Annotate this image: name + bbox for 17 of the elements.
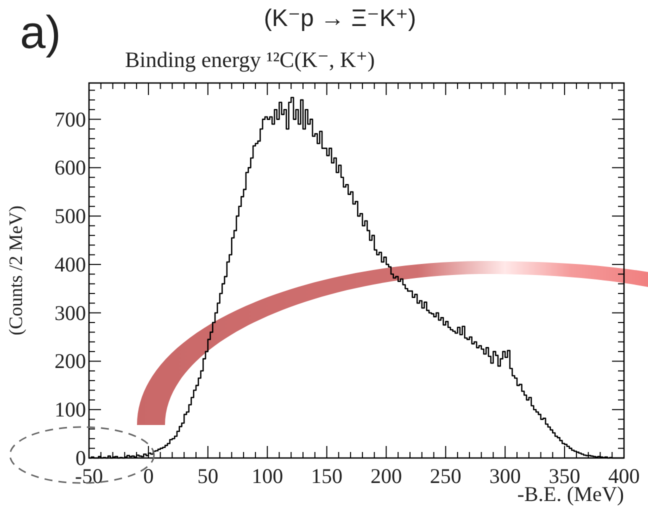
x-tick-label: 200 <box>370 464 402 488</box>
y-tick-label: 500 <box>54 204 86 228</box>
x-tick-label: 100 <box>252 464 284 488</box>
x-tick-label: 0 <box>143 464 154 488</box>
y-tick-label: 300 <box>54 300 86 325</box>
x-tick-label: 150 <box>311 464 343 488</box>
y-axis-title: (Counts /2 MeV) <box>6 206 27 336</box>
text: (K⁻p → Ξ⁻K⁺) <box>264 5 416 32</box>
chart-title: Binding energy ¹²C(K⁻, K⁺) <box>125 47 375 72</box>
x-tick-label: 250 <box>430 464 462 488</box>
y-tick-label: 600 <box>54 156 86 180</box>
y-tick-label: 200 <box>54 349 86 374</box>
x-tick-label: 50 <box>197 464 218 488</box>
y-tick-label: 100 <box>54 398 86 422</box>
text: a) <box>20 6 61 58</box>
y-tick-label: 700 <box>54 107 86 132</box>
y-tick-label: 400 <box>54 252 86 276</box>
